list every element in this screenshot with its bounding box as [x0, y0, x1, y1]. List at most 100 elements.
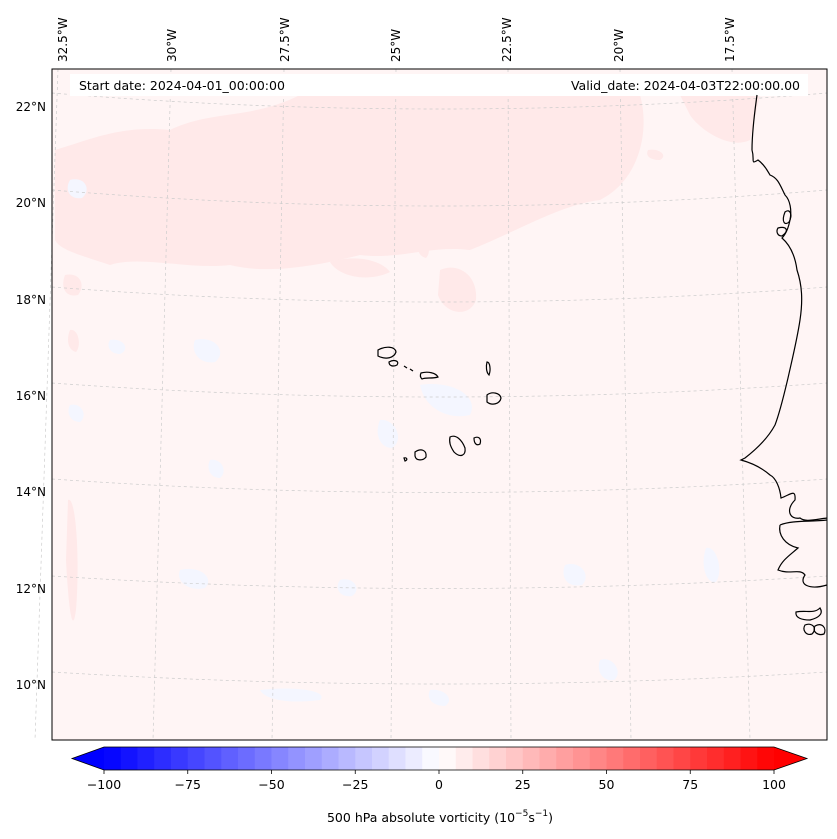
coastline [739, 94, 828, 636]
lon-label: 27.5°W [278, 17, 292, 62]
island-fogo [414, 449, 427, 461]
lon-label: 22.5°W [500, 17, 514, 62]
positive-patch [438, 267, 477, 312]
lat-label: 14°N [16, 485, 46, 499]
colorbar-block [506, 747, 524, 770]
colorbar-block [690, 747, 708, 770]
colorbar-tick-label: 50 [599, 777, 615, 792]
positive-patch [66, 499, 78, 621]
colorbar-block [355, 747, 373, 770]
colorbar-block [288, 747, 306, 770]
colorbar-block [104, 747, 122, 770]
gridlines [34, 68, 828, 741]
positive-patch [55, 95, 644, 270]
gridline-lon [731, 68, 751, 741]
negative-patch [428, 689, 450, 706]
lat-label: 16°N [16, 389, 46, 403]
colorbar-block [707, 747, 725, 770]
island-santo-antao [377, 346, 397, 359]
colorbar-tick-label: 0 [435, 777, 443, 792]
colorbar-block [589, 747, 607, 770]
positive-patch [68, 329, 79, 352]
island-sao-nicolau [419, 371, 439, 380]
colorbar-block [673, 747, 691, 770]
colorbar-tick-label: −100 [87, 777, 121, 792]
cape-verde-islands [377, 346, 502, 462]
colorbar-block [305, 747, 323, 770]
negative-patch [108, 339, 126, 354]
lon-label: 20°W [612, 29, 626, 62]
colorbar-block [338, 747, 356, 770]
colorbar-max-arrow [774, 747, 807, 770]
island-santiago [449, 435, 466, 457]
colorbar-tick-label: 25 [515, 777, 531, 792]
island-brava [403, 457, 408, 462]
colorbar-block [154, 747, 172, 770]
negative-patch [179, 568, 209, 589]
colorbar-block [556, 747, 574, 770]
map-frame [51, 68, 828, 741]
colorbar-block [723, 747, 741, 770]
colorbar-block [489, 747, 507, 770]
colorbar-block [238, 747, 256, 770]
colorbar-block [439, 747, 457, 770]
colorbar-block [740, 747, 758, 770]
negative-patch [420, 384, 472, 417]
positive-patch [498, 119, 520, 161]
colorbar-block [455, 747, 473, 770]
valid-date-label: Valid_date: 2024-04-03T22:00:00.00 [571, 78, 800, 93]
positive-patch [418, 239, 429, 258]
colorbar: −100 −75 −50 −25 0 25 50 75 100 500 hPa absolute… [70, 746, 809, 825]
colorbar-block [656, 747, 674, 770]
gridline-lon [507, 68, 512, 741]
gridline-lon [271, 68, 285, 741]
bijagos-island [795, 607, 822, 621]
mainland-coast [739, 94, 828, 521]
colorbar-block [623, 747, 641, 770]
negative-patch [563, 564, 586, 586]
colorbar-tick-label: 100 [762, 777, 786, 792]
colorbar-tick-label: −50 [258, 777, 284, 792]
positive-patch [647, 149, 664, 160]
colorbar-block [204, 747, 222, 770]
colorbar-block [757, 747, 775, 770]
colorbar-block [405, 747, 423, 770]
header-band [70, 74, 808, 96]
colorbar-block [539, 747, 557, 770]
positive-vorticity-patches [55, 95, 760, 621]
colorbar-block [422, 747, 440, 770]
gridline-lon [390, 68, 397, 741]
latitude-labels: 22°N 20°N 18°N 16°N 14°N 12°N 10°N [16, 100, 46, 692]
colorbar-block [573, 747, 591, 770]
colorbar-tick-label: −25 [342, 777, 368, 792]
colorbar-tick-label: 75 [682, 777, 698, 792]
negative-patch [67, 179, 87, 199]
negative-vorticity-patches [67, 179, 720, 706]
island-maio [473, 436, 482, 446]
lat-label: 18°N [16, 293, 46, 307]
colorbar-block [221, 747, 239, 770]
gridline-lon [152, 68, 172, 741]
positive-patch [330, 258, 390, 278]
negative-patch [208, 459, 224, 478]
colorbar-block [472, 747, 490, 770]
negative-patch [703, 547, 720, 583]
colorbar-block [171, 747, 189, 770]
colorbar-tick-label: −75 [175, 777, 201, 792]
start-date-label: Start date: 2024-04-01_00:00:00 [79, 78, 285, 93]
colorbar-block [187, 747, 205, 770]
colorbar-ticks: −100 −75 −50 −25 0 25 50 75 100 [87, 770, 786, 792]
gridline-lat [51, 671, 828, 685]
lon-label: 25°W [389, 29, 403, 62]
colorbar-block [372, 747, 390, 770]
gridline-lon [619, 68, 632, 741]
colorbar-block [120, 747, 138, 770]
negative-patch [68, 404, 84, 422]
colorbar-block [137, 747, 155, 770]
longitude-labels: 32.5°W 30°W 27.5°W 25°W 22.5°W 20°W 17.5… [56, 17, 737, 62]
island-islet [409, 368, 414, 372]
colorbar-block [388, 747, 406, 770]
island-sao-vicente [388, 359, 399, 367]
bijagos-island [813, 624, 826, 636]
